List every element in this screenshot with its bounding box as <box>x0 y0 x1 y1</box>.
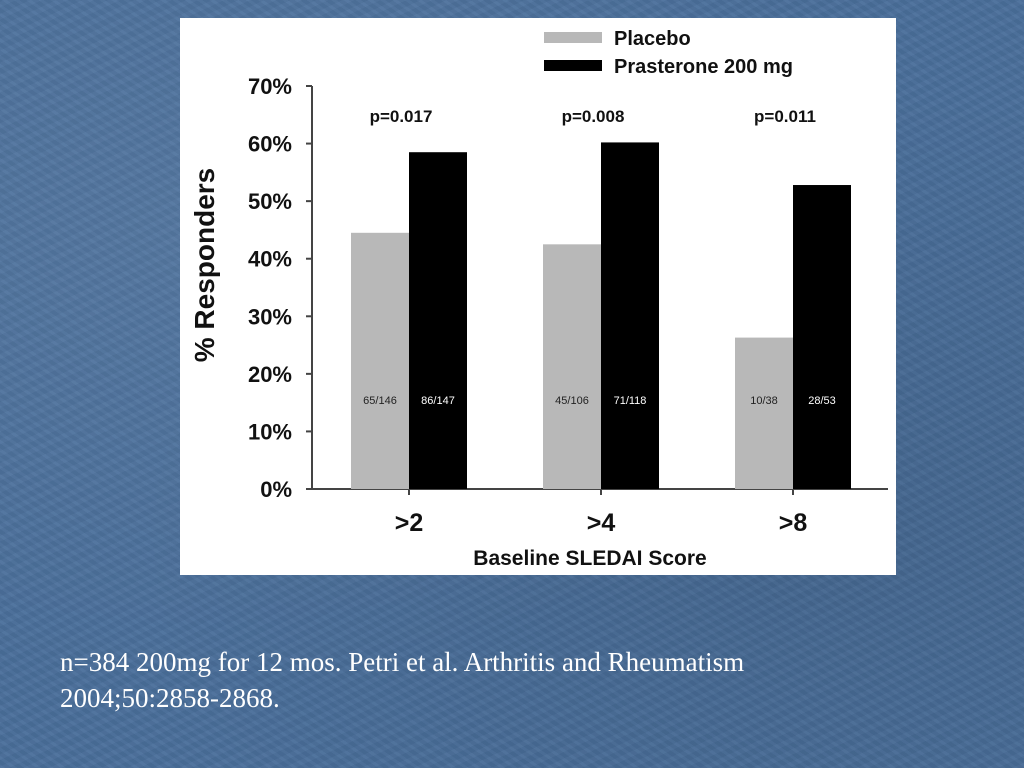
y-tick-label: 40% <box>248 247 292 272</box>
p-value-annotation: p=0.017 <box>370 107 433 126</box>
p-value-annotation: p=0.008 <box>562 107 625 126</box>
legend-label: Prasterone 200 mg <box>614 56 793 78</box>
bar-prasterone <box>409 152 467 489</box>
caption-line: 2004;50:2858-2868. <box>60 683 280 713</box>
x-axis-title: Baseline SLEDAI Score <box>473 547 706 570</box>
y-tick-label: 70% <box>248 74 292 99</box>
bar-data-label: 45/106 <box>555 395 589 407</box>
bar-data-label: 10/38 <box>750 395 778 407</box>
x-tick-label: >8 <box>779 509 808 537</box>
bar-chart: 0% 10% 20% 30% 40% 50% 60% 70% 65/146 86/147 p=0.0… <box>189 28 888 570</box>
bar-placebo <box>543 244 601 489</box>
legend-swatch <box>544 32 602 43</box>
y-tick-label: 20% <box>248 362 292 387</box>
x-tick-label: >2 <box>395 509 424 537</box>
citation-caption: n=384 200mg for 12 mos. Petri et al. Art… <box>60 644 960 716</box>
y-tick-label: 30% <box>248 304 292 329</box>
y-tick-label: 50% <box>248 189 292 214</box>
chart-panel: 0% 10% 20% 30% 40% 50% 60% 70% 65/146 86/147 p=0.0… <box>180 18 896 575</box>
bar-data-label: 71/118 <box>614 395 647 407</box>
bar-data-label: 65/146 <box>363 395 397 407</box>
legend-label: Placebo <box>614 28 691 50</box>
caption-line: n=384 200mg for 12 mos. Petri et al. Art… <box>60 647 745 677</box>
y-tick-label: 60% <box>248 132 292 157</box>
legend-swatch <box>544 60 602 71</box>
bar-data-label: 28/53 <box>808 395 836 407</box>
y-tick-label: 0% <box>260 477 292 502</box>
bar-data-label: 86/147 <box>421 395 455 407</box>
bar-placebo <box>351 232 409 490</box>
bar-prasterone <box>601 142 659 490</box>
y-tick-label: 10% <box>248 419 292 444</box>
x-tick-label: >4 <box>587 509 616 537</box>
bar-prasterone <box>793 185 851 489</box>
p-value-annotation: p=0.011 <box>754 107 816 126</box>
y-axis-title: % Responders <box>189 168 220 363</box>
bar-placebo <box>735 337 793 489</box>
